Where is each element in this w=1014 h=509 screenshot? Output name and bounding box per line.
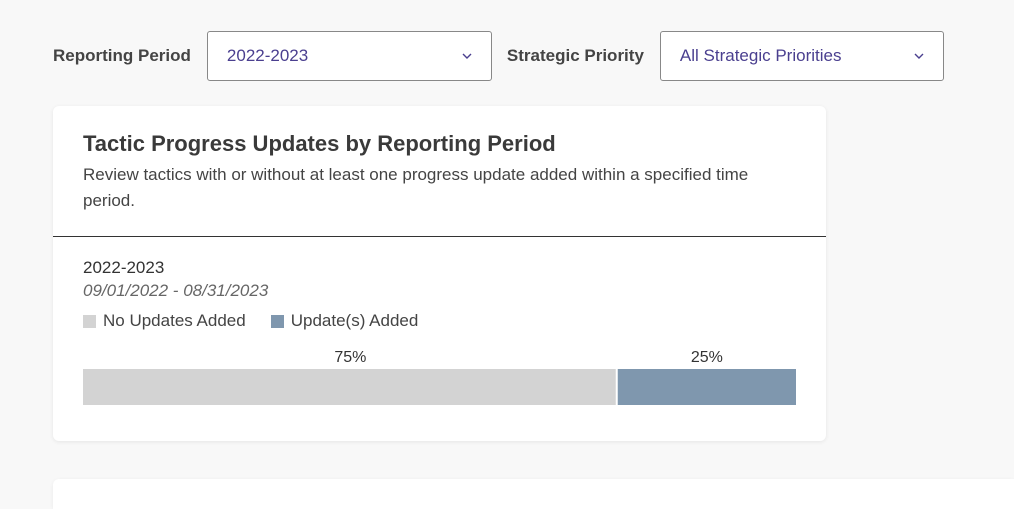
chart-legend: No Updates Added Update(s) Added — [83, 311, 796, 331]
reporting-period-value: 2022-2023 — [226, 46, 309, 65]
legend-label-updates-added: Update(s) Added — [290, 311, 419, 330]
period-name: 2022-2023 — [83, 258, 165, 277]
chevron-down-icon — [461, 50, 473, 62]
reporting-period-label: Reporting Period — [53, 46, 191, 65]
bar-segment-updates-added[interactable] — [617, 369, 796, 405]
chevron-down-icon — [913, 50, 925, 62]
legend-swatch-no-updates — [83, 314, 96, 328]
card-body: 2022-2023 09/01/2022 - 08/31/2023 No Upd… — [53, 237, 826, 405]
stacked-bar-chart: 75% 25% — [83, 349, 796, 405]
next-card — [53, 479, 1014, 509]
strategic-priority-value: All Strategic Priorities — [679, 46, 842, 65]
card-subtitle: Review tactics with or without at least … — [83, 165, 749, 210]
strategic-priority-label: Strategic Priority — [506, 46, 644, 65]
bar-segment-no-updates[interactable] — [83, 369, 616, 405]
period-date-range: 09/01/2022 - 08/31/2023 — [83, 281, 269, 300]
strategic-priority-select[interactable]: All Strategic Priorities — [659, 31, 944, 81]
filter-bar: Reporting Period 2022-2023 Strategic Pri… — [53, 31, 944, 81]
bar-label-no-updates: 75% — [334, 349, 366, 366]
bar-label-updates-added: 25% — [691, 349, 723, 366]
legend-swatch-updates-added — [270, 314, 284, 328]
legend-label-no-updates: No Updates Added — [103, 311, 246, 330]
legend-item-updates-added: Update(s) Added — [270, 311, 419, 331]
legend-item-no-updates: No Updates Added — [83, 311, 246, 331]
card-title: Tactic Progress Updates by Reporting Per… — [83, 131, 556, 156]
reporting-period-select[interactable]: 2022-2023 — [206, 31, 492, 81]
tactic-progress-card: Tactic Progress Updates by Reporting Per… — [53, 106, 826, 441]
card-header: Tactic Progress Updates by Reporting Per… — [53, 106, 826, 237]
